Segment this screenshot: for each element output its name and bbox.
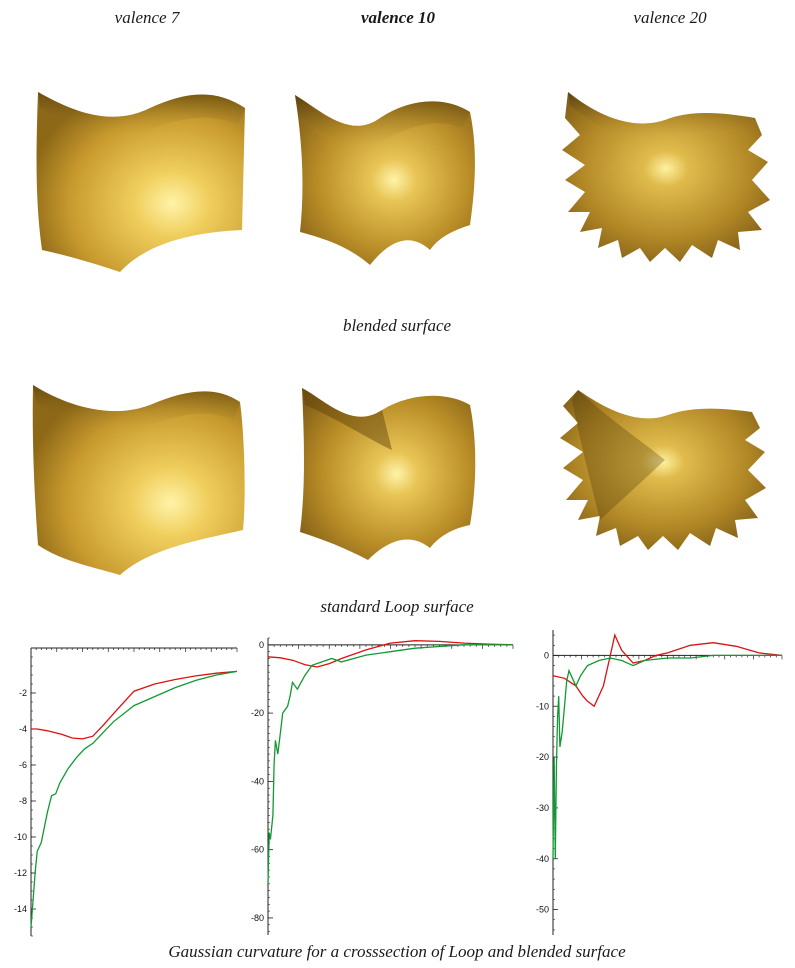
- column-label-valence-20: valence 20: [633, 8, 707, 27]
- chart-0-y-tick-label: -4: [19, 724, 27, 734]
- blended-surface-valence-20: [562, 92, 770, 262]
- loop-surface-valence-20: [560, 390, 766, 550]
- figure-caption: Gaussian curvature for a crosssection of…: [168, 942, 626, 961]
- column-label-valence-10: valence 10: [360, 8, 436, 27]
- chart-2-series-0-line: [552, 633, 783, 708]
- chart-0-y-tick-label: -10: [14, 832, 27, 842]
- chart-0-y-tick-label: -14: [14, 904, 27, 914]
- loop-surface-valence-10: [300, 388, 476, 560]
- chart-0-series-0-line: [31, 670, 238, 740]
- blended-surface-valence-10: [295, 95, 475, 265]
- chart-1-series-0-line: [267, 640, 514, 668]
- chart-2-y-tick-label: -50: [536, 905, 549, 915]
- chart-1-y-tick-label: -60: [251, 845, 264, 855]
- chart-2-y-tick-label: -30: [536, 803, 549, 813]
- chart-2-y-tick-label: 0: [544, 650, 549, 660]
- chart-0-y-tick-label: -12: [14, 868, 27, 878]
- chart-0-series-1-line: [30, 670, 238, 928]
- chart-1-y-tick-label: 0: [259, 640, 264, 650]
- chart-0-y-tick-label: -8: [19, 796, 27, 806]
- chart-2-y-tick-label: -40: [536, 854, 549, 864]
- chart-1-y-tick-label: -40: [251, 776, 264, 786]
- chart-1-y-tick-label: -20: [251, 708, 264, 718]
- blended-surface-valence-7: [36, 92, 245, 272]
- chart-1-series-1-line: [267, 644, 513, 884]
- chart-2-y-tick-label: -20: [536, 752, 549, 762]
- caption-standard-loop-surface: standard Loop surface: [320, 597, 474, 616]
- chart-0-y-tick-label: -2: [19, 688, 27, 698]
- column-label-valence-7: valence 7: [114, 8, 180, 27]
- chart-2-y-tick-label: -10: [536, 701, 549, 711]
- loop-surface-valence-7: [32, 385, 245, 575]
- chart-2-series-1-line: [552, 654, 782, 859]
- chart-1-y-tick-label: -80: [251, 913, 264, 923]
- chart-0-y-tick-label: -6: [19, 760, 27, 770]
- caption-blended-surface: blended surface: [342, 316, 452, 335]
